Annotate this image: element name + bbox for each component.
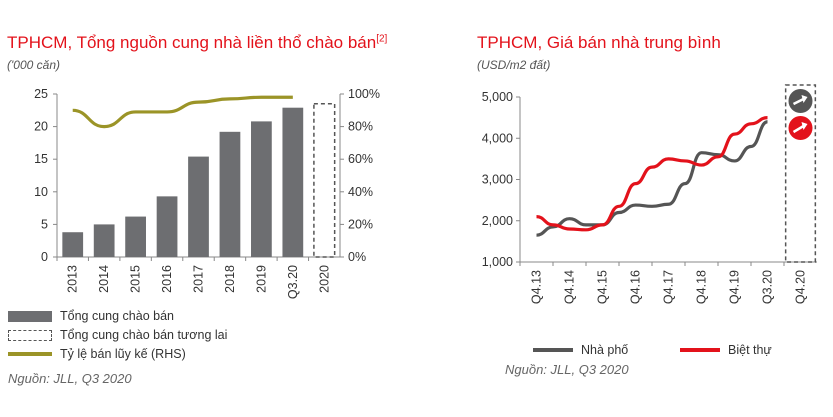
supply-bar [251, 121, 272, 257]
future-supply-bar [313, 103, 336, 258]
price-y-tick-label: 2,000 [482, 214, 513, 228]
price-x-tick-label: Q4.17 [662, 270, 676, 304]
y-tick-label: 0 [41, 250, 48, 264]
x-tick-label: 2020 [317, 265, 331, 293]
supply-bar [282, 107, 304, 257]
supply-bar [62, 232, 84, 257]
right-chart: 1,000 2,000 3,000 4,000 5,000 Q4.13 Q4.14 Q4.15… [482, 84, 817, 304]
legend-label-supply: Tổng cung chào bán [60, 309, 174, 323]
legend-label-townhouse: Nhà phố [581, 343, 629, 357]
y2-tick-label: 80% [348, 120, 373, 134]
y-tick-label: 5 [41, 217, 48, 231]
supply-bar [156, 196, 178, 257]
x-tick-label: 2018 [223, 265, 237, 293]
right-chart-title: TPHCM, Giá bán nhà trung bình [477, 33, 721, 52]
legend-swatch-townhouse [533, 348, 573, 352]
price-x-tick-label: Q4.16 [629, 270, 643, 304]
sold-ratio-line [72, 95, 293, 129]
x-tick-label: 2019 [254, 265, 268, 293]
townhouse-price-line [536, 120, 769, 237]
price-x-tick-label: Q4.20 [794, 270, 808, 304]
y-tick-label: 20 [34, 120, 48, 134]
arrow-right-icon [792, 97, 805, 106]
legend-swatch-supply [8, 310, 52, 322]
left-chart-title-ref: [2] [376, 33, 388, 45]
legend-item-supply: Tổng cung chào bán [8, 309, 174, 323]
price-x-tick-label: Q3.20 [761, 270, 775, 304]
y2-tick-label: 60% [348, 152, 373, 166]
left-chart-title: TPHCM, Tổng nguồn cung nhà liền thổ chào… [7, 33, 387, 53]
right-chart-subtitle: (USD/m2 đất) [477, 58, 551, 72]
price-y-tick-label: 4,000 [482, 131, 513, 145]
y2-tick-label: 100% [348, 87, 380, 101]
price-y-tick-label: 1,000 [482, 255, 513, 269]
legend-item-villa: Biệt thự [680, 343, 772, 357]
legend-swatch-future-supply [8, 329, 52, 341]
left-chart-title-text: TPHCM, Tổng nguồn cung nhà liền thổ chào… [7, 33, 377, 52]
y2-tick-label: 0% [348, 250, 366, 264]
legend-item-sold-ratio: Tỷ lệ bán lũy kế (RHS) [8, 347, 186, 361]
x-tick-label: 2013 [66, 265, 80, 293]
y-tick-label: 10 [34, 185, 48, 199]
villa-price-line [536, 116, 768, 232]
arrow-head-icon [801, 122, 808, 130]
y-tick-label: 25 [34, 87, 48, 101]
left-chart-subtitle: ('000 căn) [7, 58, 60, 72]
forecast-box [784, 84, 817, 263]
legend-label-sold-ratio: Tỷ lệ bán lũy kế (RHS) [60, 347, 186, 361]
right-chart-source: Nguồn: JLL, Q3 2020 [505, 362, 629, 377]
price-x-tick-label: Q4.19 [728, 270, 742, 304]
arrow-up-right-icon [792, 124, 805, 134]
legend-item-townhouse: Nhà phố [533, 343, 628, 357]
x-tick-label: 2016 [160, 265, 174, 293]
supply-bar [93, 224, 115, 257]
legend-label-villa: Biệt thự [728, 343, 772, 357]
price-y-tick-label: 5,000 [482, 90, 513, 104]
legend-swatch-sold-ratio [8, 352, 52, 356]
y-tick-label: 15 [34, 152, 48, 166]
x-tick-label: 2017 [192, 265, 206, 293]
supply-bar [125, 216, 146, 257]
price-x-tick-label: Q4.18 [695, 270, 709, 304]
supply-bar [188, 156, 209, 257]
arrow-head-icon [801, 95, 808, 103]
supply-bar [219, 131, 241, 257]
legend-swatch-villa [680, 348, 720, 352]
price-x-tick-label: Q4.13 [530, 270, 544, 304]
y2-tick-label: 40% [348, 185, 373, 199]
legend-item-future-supply: Tổng cung chào bán tương lai [8, 328, 227, 342]
left-chart-source: Nguồn: JLL, Q3 2020 [8, 371, 132, 386]
price-x-tick-label: Q4.14 [563, 270, 577, 304]
price-y-tick-label: 3,000 [482, 173, 513, 187]
x-tick-label: Q3.20 [286, 265, 300, 299]
x-tick-label: 2014 [97, 265, 111, 293]
y2-tick-label: 20% [348, 217, 373, 231]
legend-label-future-supply: Tổng cung chào bán tương lai [60, 328, 228, 342]
x-tick-label: 2015 [129, 265, 143, 293]
price-x-tick-label: Q4.15 [596, 270, 610, 304]
left-chart: 0 5 10 15 20 25 0% 20% 40% 60% 80% 100% 2013 2014 2015… [34, 87, 380, 299]
